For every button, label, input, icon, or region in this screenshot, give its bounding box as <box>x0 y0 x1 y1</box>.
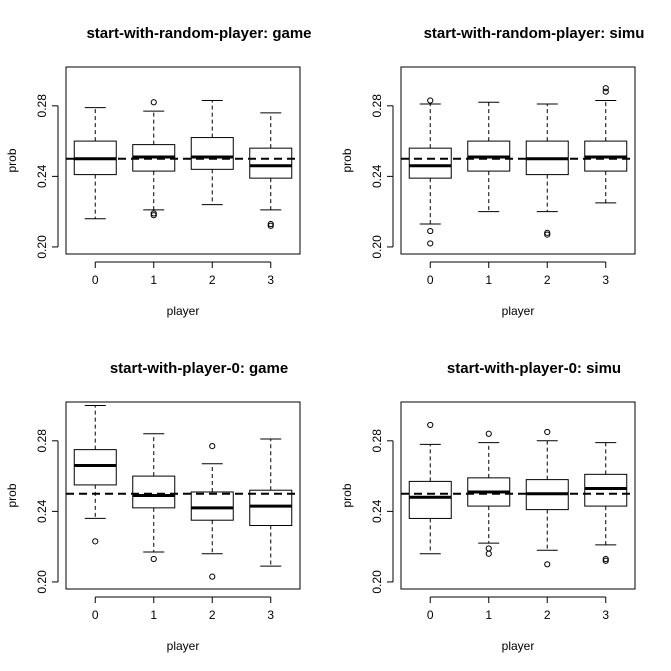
outlier-point <box>209 443 216 450</box>
y-axis-label: prob <box>340 483 354 507</box>
outlier-point <box>485 545 492 552</box>
plot-frame <box>400 66 636 255</box>
chart-title: start-with-player-0: game <box>110 360 288 377</box>
y-tick-label: 0.24 <box>370 499 384 523</box>
plot-frame <box>65 401 301 590</box>
chart-title: start-with-player-0: simu <box>447 360 621 377</box>
box-player-0 <box>408 97 452 247</box>
iqr-box <box>190 137 234 170</box>
box-player-2 <box>525 103 569 238</box>
box-player-3 <box>249 112 293 229</box>
iqr-box <box>408 147 452 179</box>
y-axis-label: prob <box>340 148 354 172</box>
x-tick-label: 2 <box>544 273 551 287</box>
box-player-2 <box>190 443 234 580</box>
box-player-2 <box>525 428 569 568</box>
iqr-box <box>408 480 452 519</box>
outlier-point <box>427 97 434 104</box>
iqr-box <box>132 475 176 509</box>
y-tick-label: 0.20 <box>35 570 49 594</box>
y-tick-label: 0.24 <box>35 499 49 523</box>
outlier-point <box>544 229 551 236</box>
plot-frame <box>65 66 301 255</box>
box-player-1 <box>132 99 176 219</box>
box-player-1 <box>132 433 176 563</box>
x-tick-label: 1 <box>485 608 492 622</box>
box-player-2 <box>190 100 234 206</box>
chart-panel-4: start-with-player-0: simu 0.20 0.24 0.28 pro… <box>340 360 636 653</box>
plot-frame <box>400 401 636 590</box>
x-axis-label: player <box>502 304 535 318</box>
box-player-0 <box>408 421 452 555</box>
iqr-box <box>249 147 293 179</box>
outlier-point <box>544 231 551 238</box>
y-tick-label: 0.20 <box>35 235 49 259</box>
x-tick-label: 3 <box>602 273 609 287</box>
outlier-point <box>150 212 157 219</box>
outlier-point <box>267 220 274 228</box>
outlier-point <box>267 222 274 229</box>
x-tick-label: 0 <box>92 608 99 622</box>
outlier-point <box>485 550 492 557</box>
chart-panel-2: start-with-random-player: simu 0.20 0.24 0.… <box>340 25 644 318</box>
outlier-point <box>602 557 609 564</box>
outlier-point <box>544 428 551 436</box>
y-tick-label: 0.28 <box>35 429 49 453</box>
outlier-point <box>485 430 492 437</box>
chart-title: start-with-random-player: game <box>86 25 311 42</box>
outlier-point <box>92 538 99 545</box>
outlier-point <box>427 227 434 235</box>
box-player-3 <box>584 85 628 204</box>
outlier-point <box>602 88 609 95</box>
outlier-point <box>427 240 434 247</box>
box-player-0 <box>73 405 117 545</box>
y-tick-label: 0.20 <box>370 570 384 594</box>
iqr-box <box>190 491 234 521</box>
x-tick-label: 0 <box>427 608 434 622</box>
x-axis-label: player <box>502 639 535 653</box>
x-tick-label: 1 <box>150 273 157 287</box>
x-tick-label: 3 <box>602 608 609 622</box>
y-tick-label: 0.24 <box>370 164 384 188</box>
y-tick-label: 0.20 <box>370 235 384 259</box>
x-tick-label: 2 <box>209 273 216 287</box>
y-tick-label: 0.28 <box>370 429 384 453</box>
chart-panel-3: start-with-player-0: game 0.20 0.24 0.28 pro… <box>5 360 301 653</box>
x-axis-label: player <box>167 639 200 653</box>
box-player-0 <box>73 107 117 220</box>
box-player-1 <box>467 101 511 213</box>
x-tick-label: 2 <box>209 608 216 622</box>
chart-title: start-with-random-player: simu <box>424 25 645 42</box>
y-tick-label: 0.24 <box>35 164 49 188</box>
x-tick-label: 0 <box>427 273 434 287</box>
y-tick-label: 0.28 <box>35 94 49 118</box>
y-axis-label: prob <box>5 148 19 172</box>
outlier-point <box>602 85 609 92</box>
outlier-point <box>602 555 609 563</box>
x-tick-label: 0 <box>92 273 99 287</box>
outlier-point <box>150 99 157 106</box>
outlier-point <box>427 421 434 429</box>
outlier-point <box>150 555 157 563</box>
chart-panel-1: start-with-random-player: game 0.20 0.24 0.… <box>5 25 312 318</box>
y-tick-label: 0.28 <box>370 94 384 118</box>
x-tick-label: 3 <box>267 608 274 622</box>
box-player-1 <box>467 430 511 557</box>
outlier-point <box>209 573 216 580</box>
x-tick-label: 3 <box>267 273 274 287</box>
x-axis-label: player <box>167 304 200 318</box>
x-tick-label: 1 <box>150 608 157 622</box>
iqr-box <box>584 473 628 507</box>
box-player-3 <box>584 442 628 564</box>
iqr-box <box>73 449 117 486</box>
box-player-3 <box>249 438 293 567</box>
x-tick-label: 1 <box>485 273 492 287</box>
iqr-box <box>249 489 293 526</box>
x-tick-label: 2 <box>544 608 551 622</box>
outlier-point <box>150 210 157 217</box>
y-axis-label: prob <box>5 483 19 507</box>
outlier-point <box>544 561 551 568</box>
